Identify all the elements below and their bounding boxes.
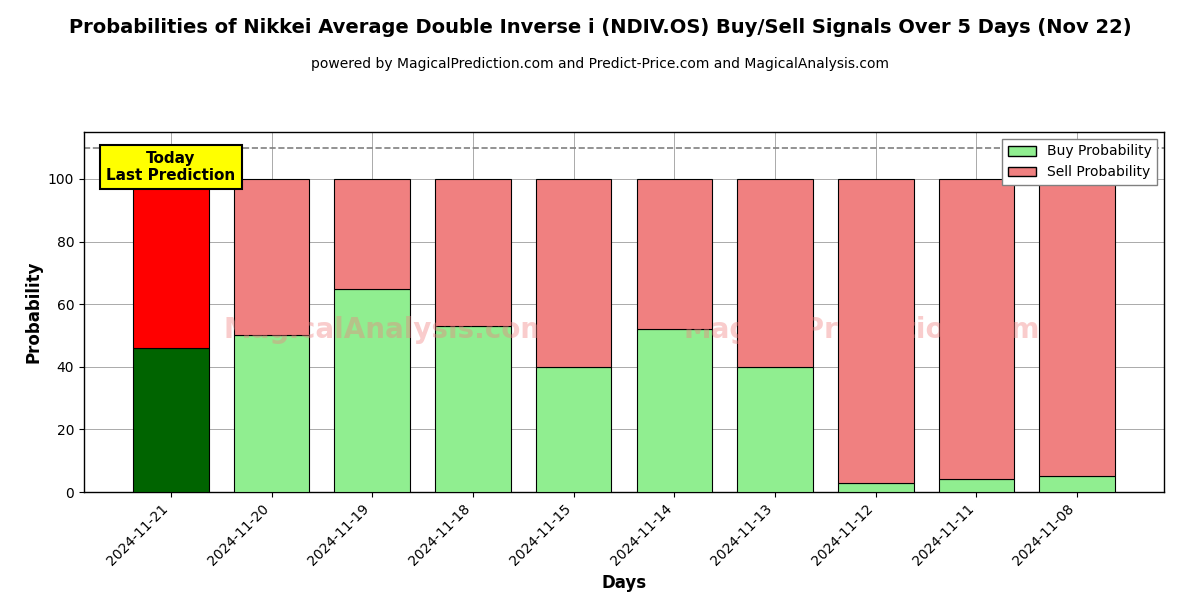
Bar bbox=[838, 179, 913, 482]
Bar bbox=[234, 179, 310, 335]
Text: MagicalPrediction.com: MagicalPrediction.com bbox=[683, 316, 1040, 344]
Bar bbox=[335, 179, 410, 289]
Bar bbox=[133, 179, 209, 348]
Bar bbox=[737, 179, 812, 367]
Bar bbox=[636, 329, 712, 492]
Bar bbox=[938, 179, 1014, 479]
Bar bbox=[436, 179, 511, 326]
Bar bbox=[335, 289, 410, 492]
Bar bbox=[1039, 476, 1115, 492]
Bar bbox=[536, 179, 612, 367]
Bar bbox=[133, 348, 209, 492]
X-axis label: Days: Days bbox=[601, 574, 647, 592]
Y-axis label: Probability: Probability bbox=[24, 261, 42, 363]
Text: MagicalAnalysis.com: MagicalAnalysis.com bbox=[223, 316, 550, 344]
Bar bbox=[938, 479, 1014, 492]
Bar bbox=[536, 367, 612, 492]
Bar bbox=[1039, 179, 1115, 476]
Bar bbox=[234, 335, 310, 492]
Text: Probabilities of Nikkei Average Double Inverse i (NDIV.OS) Buy/Sell Signals Over: Probabilities of Nikkei Average Double I… bbox=[68, 18, 1132, 37]
Legend: Buy Probability, Sell Probability: Buy Probability, Sell Probability bbox=[1002, 139, 1157, 185]
Text: Today
Last Prediction: Today Last Prediction bbox=[107, 151, 235, 183]
Bar bbox=[636, 179, 712, 329]
Bar bbox=[838, 482, 913, 492]
Bar bbox=[737, 367, 812, 492]
Text: powered by MagicalPrediction.com and Predict-Price.com and MagicalAnalysis.com: powered by MagicalPrediction.com and Pre… bbox=[311, 57, 889, 71]
Bar bbox=[436, 326, 511, 492]
